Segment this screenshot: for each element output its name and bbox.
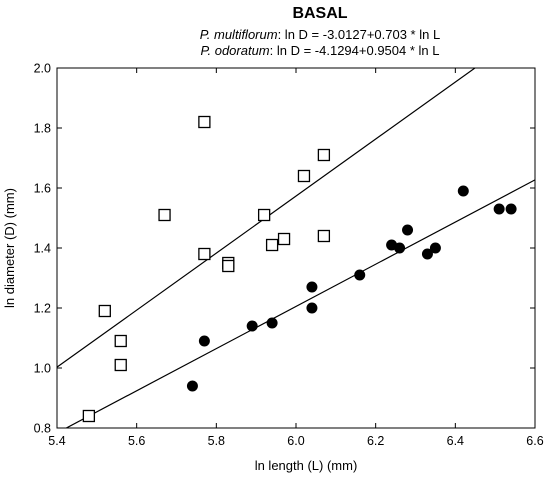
x-tick-label: 5.4 (48, 434, 65, 448)
equation-1-species: P. multiflorum (200, 27, 278, 42)
fit-lines (57, 68, 535, 428)
filled-circle-point (306, 302, 318, 314)
filled-circle-point (402, 224, 414, 236)
y-tick-label: 2.0 (34, 62, 51, 76)
filled-circle-point (198, 335, 210, 347)
open-square-point (158, 208, 171, 222)
filled-circle-point (354, 269, 366, 281)
filled-circle-point (186, 380, 198, 392)
open-square-point (277, 232, 291, 246)
fit-line-1 (65, 179, 535, 428)
filled-circle-point (505, 203, 517, 215)
filled-circle-point (394, 242, 406, 254)
x-tick-label: 6.0 (287, 434, 304, 448)
x-tick-label: 6.2 (367, 434, 384, 448)
filled-circle-point (457, 185, 469, 197)
open-square-point (317, 229, 331, 243)
x-axis-label: ln length (L) (mm) (255, 458, 358, 473)
x-tick-label: 6.6 (526, 434, 543, 448)
open-square-point (98, 304, 111, 318)
x-tick-label: 5.8 (208, 434, 225, 448)
chart-title: BASAL (292, 5, 347, 22)
equation-line-1: P. multiflorum: ln D = -3.0127+0.703 * l… (200, 27, 440, 42)
plot-frame (56, 67, 536, 429)
filled-circle-point (306, 281, 318, 293)
open-square-point (114, 334, 127, 348)
filled-circle-point (246, 320, 258, 332)
y-tick-label: 1.2 (34, 302, 51, 316)
equation-2-formula: : ln D = -4.1294+0.9504 * ln L (270, 43, 440, 58)
open-square-point (198, 247, 211, 261)
open-square-point (82, 409, 96, 423)
filled-circle-point (421, 248, 433, 260)
equation-line-2: P. odoratum: ln D = -4.1294+0.9504 * ln … (201, 43, 440, 58)
filled-circle-point (429, 242, 441, 254)
data-markers (82, 115, 517, 423)
open-square-point (265, 238, 279, 252)
y-axis-label: ln diameter (D) (mm) (2, 188, 17, 308)
x-tick-label: 6.4 (447, 434, 464, 448)
y-tick-label: 1.8 (34, 122, 51, 136)
equation-2-species: P. odoratum (201, 43, 270, 58)
axis-ticks: 5.4 5.6 5.8 6.0 6.2 6.4 6.6 0.8 1.0 1.2 1.4 1.6 1.8 2… (34, 62, 544, 449)
open-square-point (257, 208, 271, 222)
open-square-point (297, 169, 311, 183)
x-tick-label: 5.6 (128, 434, 145, 448)
y-tick-label: 1.4 (34, 242, 51, 256)
y-tick-label: 0.8 (34, 422, 51, 436)
open-square-point (222, 259, 235, 273)
filled-circle-point (493, 203, 505, 215)
y-tick-label: 1.0 (34, 362, 51, 376)
fit-line-2 (57, 68, 476, 368)
filled-circle-point (266, 317, 278, 329)
y-tick-label: 1.6 (34, 182, 51, 196)
open-square-point (317, 148, 331, 162)
equation-1-formula: : ln D = -3.0127+0.703 * ln L (278, 27, 441, 42)
open-square-point (114, 358, 127, 372)
open-square-point (198, 115, 211, 129)
